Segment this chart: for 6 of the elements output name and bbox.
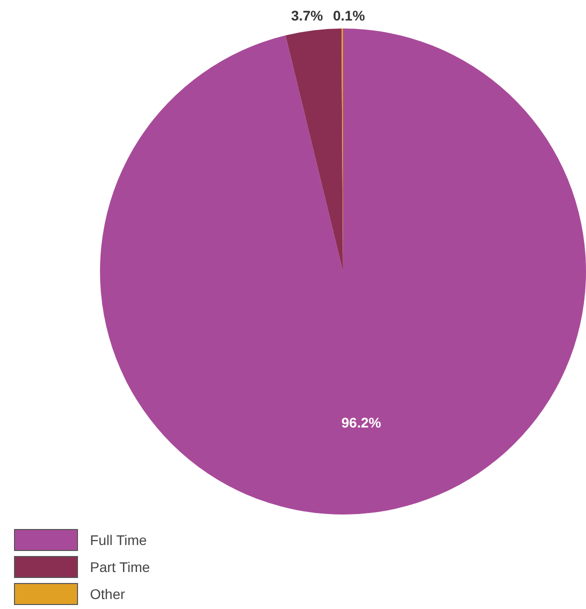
data-label: 0.1%	[333, 7, 366, 24]
data-label: 96.2%	[341, 414, 382, 430]
legend-label: Full Time	[90, 532, 147, 548]
legend-label: Part Time	[90, 558, 150, 575]
data-label: 3.7%	[291, 7, 324, 24]
legend-label: Other	[90, 586, 126, 602]
